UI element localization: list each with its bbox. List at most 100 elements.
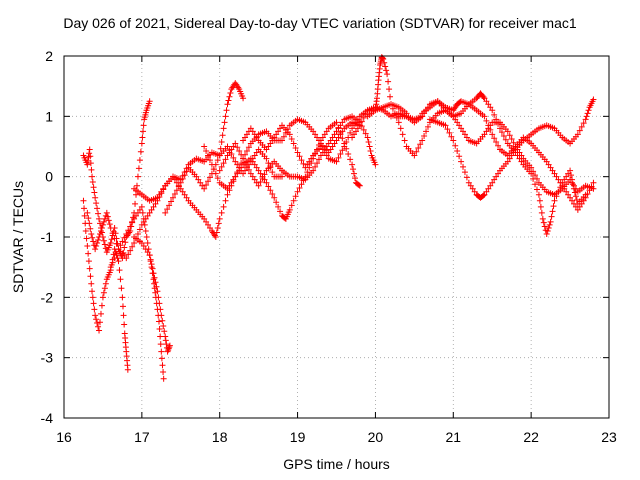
- data-point: [133, 182, 140, 189]
- data-point: [179, 175, 186, 182]
- data-point: [134, 173, 141, 180]
- data-point: [253, 134, 260, 141]
- data-point: [384, 71, 391, 78]
- data-point: [563, 173, 570, 180]
- data-point: [104, 213, 111, 220]
- data-point: [561, 176, 568, 183]
- data-point: [173, 187, 180, 194]
- data-point: [481, 191, 488, 198]
- data-point: [159, 317, 166, 324]
- data-point: [92, 312, 99, 319]
- data-point: [528, 164, 535, 171]
- data-point: [518, 158, 525, 165]
- data-point: [245, 161, 252, 168]
- data-point: [352, 119, 359, 126]
- data-point: [242, 167, 249, 174]
- data-point: [121, 321, 128, 328]
- data-point: [224, 101, 231, 108]
- data-point: [489, 131, 496, 138]
- data-point: [215, 220, 222, 227]
- data-point: [162, 337, 169, 344]
- data-point: [343, 138, 350, 145]
- data-point: [448, 133, 455, 140]
- data-point: [100, 289, 107, 296]
- series-track-l: [395, 90, 589, 237]
- data-point: [504, 158, 511, 165]
- data-point: [259, 175, 266, 182]
- data-point: [294, 188, 301, 195]
- data-point: [100, 218, 107, 225]
- data-point: [93, 200, 100, 207]
- data-point: [144, 212, 151, 219]
- data-point: [94, 240, 101, 247]
- data-point: [158, 188, 165, 195]
- data-point: [261, 171, 268, 178]
- data-point: [218, 209, 225, 216]
- data-point: [271, 194, 278, 201]
- data-point: [153, 283, 160, 290]
- data-point: [94, 205, 101, 212]
- data-point: [372, 161, 379, 168]
- data-point: [280, 133, 287, 140]
- data-point: [119, 294, 126, 301]
- data-point: [290, 197, 297, 204]
- data-point: [159, 362, 166, 369]
- y-tick-label: -2: [41, 289, 54, 305]
- series-track-d: [107, 80, 247, 271]
- data-point: [87, 225, 94, 232]
- data-point: [485, 185, 492, 192]
- data-point: [395, 119, 402, 126]
- data-point: [286, 206, 293, 213]
- data-point: [197, 179, 204, 186]
- data-point: [296, 184, 303, 191]
- data-point: [97, 310, 104, 317]
- data-point: [131, 215, 138, 222]
- data-point: [329, 134, 336, 141]
- data-point: [292, 145, 299, 152]
- data-point: [273, 131, 280, 138]
- data-point: [273, 199, 280, 206]
- data-point: [222, 197, 229, 204]
- data-point: [573, 197, 580, 204]
- data-point: [154, 194, 161, 201]
- data-point: [161, 328, 168, 335]
- data-point: [590, 179, 597, 186]
- data-point: [101, 241, 108, 248]
- data-point: [480, 94, 487, 101]
- data-point: [538, 209, 545, 216]
- data-point: [94, 319, 101, 326]
- data-point: [352, 128, 359, 135]
- data-point: [96, 327, 103, 334]
- data-point: [144, 240, 151, 247]
- data-point: [249, 173, 256, 180]
- data-point: [421, 132, 428, 139]
- data-point: [232, 173, 239, 180]
- data-point: [152, 279, 159, 286]
- data-point: [263, 179, 270, 186]
- data-point: [183, 168, 190, 175]
- data-point: [315, 156, 322, 163]
- data-point: [137, 148, 144, 155]
- series-track-e: [131, 234, 173, 355]
- data-point: [218, 138, 225, 145]
- data-point: [454, 119, 461, 126]
- data-point: [584, 191, 591, 198]
- data-point: [157, 341, 164, 348]
- data-point: [93, 316, 100, 323]
- data-point: [314, 134, 321, 141]
- data-point: [551, 170, 558, 177]
- data-point: [383, 67, 390, 74]
- data-point: [140, 122, 147, 129]
- data-point: [362, 111, 369, 118]
- data-point: [335, 154, 342, 161]
- data-point: [88, 280, 95, 287]
- data-point: [132, 200, 139, 207]
- data-point: [101, 285, 108, 292]
- data-point: [87, 160, 94, 167]
- y-tick-label: -4: [41, 410, 54, 426]
- data-point: [331, 140, 338, 147]
- data-point: [247, 158, 254, 165]
- data-point: [123, 230, 130, 237]
- data-point: [578, 123, 585, 130]
- data-point: [218, 163, 225, 170]
